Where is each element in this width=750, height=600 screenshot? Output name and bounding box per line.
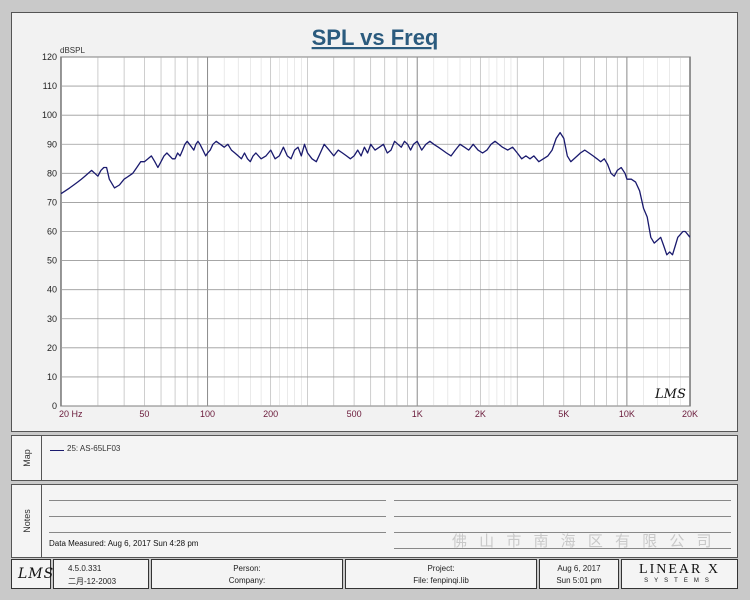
notes-label: Notes xyxy=(21,509,32,533)
y-tick-label: 30 xyxy=(47,314,57,324)
x-tick-label: 20 Hz xyxy=(59,409,83,419)
note-line[interactable] xyxy=(49,532,386,533)
y-tick-label: 100 xyxy=(42,110,57,120)
file-label: File: fenpinqi.lib xyxy=(413,576,469,585)
time-text: Sun 5:01 pm xyxy=(556,576,602,585)
notes-side-label: Notes xyxy=(12,485,42,557)
x-tick-label: 1K xyxy=(412,409,423,419)
footer-date-cell: Aug 6, 2017 Sun 5:01 pm xyxy=(539,559,619,589)
footer-version-cell: 4.5.0.331 二月-12-2003 xyxy=(53,559,149,589)
map-panel: Map 25: AS-65LF03 xyxy=(11,435,738,481)
footer-brand-cell: LINEAR X SYSTEMS xyxy=(621,559,738,589)
x-tick-label: 2K xyxy=(475,409,486,419)
lms-watermark-logo: LMS xyxy=(654,387,686,402)
legend-swatch xyxy=(50,450,64,451)
y-tick-label: 20 xyxy=(47,343,57,353)
y-tick-label: 40 xyxy=(47,285,57,295)
plot-area: 0 10 20 30 40 50 60 70 80 90 100 110 120 20 Hz 50 100 20… xyxy=(42,52,698,419)
y-tick-label: 60 xyxy=(47,227,57,237)
y-tick-label: 90 xyxy=(47,139,57,149)
note-line[interactable] xyxy=(394,500,731,501)
x-tick-label: 20K xyxy=(682,409,698,419)
watermark-text: 佛 山 市 南 海 区 有 限 公 司 xyxy=(452,533,716,550)
company-label: Company: xyxy=(228,576,266,585)
x-tick-label: 50 xyxy=(139,409,149,419)
footer-logo-cell: LMS xyxy=(11,559,55,589)
y-tick-label: 50 xyxy=(47,256,57,266)
series-line xyxy=(60,131,691,256)
footer-bar: LMS 4.5.0.331 二月-12-2003 Person: Company… xyxy=(11,559,738,589)
date-text: Aug 6, 2017 xyxy=(557,564,601,573)
y-tick-label: 10 xyxy=(47,372,57,382)
data-measured-text: Data Measured: Aug 6, 2017 Sun 4:28 pm xyxy=(49,539,199,548)
spl-chart: SPL vs Freq dBSPL 0 10 20 30 40 50 60 70 80 90 100… xyxy=(42,25,698,419)
note-line[interactable] xyxy=(394,548,731,549)
x-tick-label: 200 xyxy=(263,409,278,419)
project-label: Project: xyxy=(427,564,455,573)
y-axis-label: dBSPL xyxy=(60,46,85,55)
y-tick-label: 0 xyxy=(52,401,57,411)
map-side-label: Map xyxy=(12,436,42,480)
note-line[interactable] xyxy=(49,516,386,517)
version-text: 4.5.0.331 xyxy=(68,564,102,573)
linearx-subtitle: SYSTEMS xyxy=(644,578,715,584)
y-tick-label: 70 xyxy=(47,197,57,207)
x-tick-label: 500 xyxy=(347,409,362,419)
lms-logo: LMS xyxy=(18,566,55,582)
note-line[interactable] xyxy=(394,516,731,517)
linearx-logo: LINEAR X xyxy=(639,562,720,577)
map-label: Map xyxy=(21,449,32,467)
chart-panel: SPL vs Freq dBSPL 0 10 20 30 40 50 60 70 80 90 100… xyxy=(11,12,738,432)
legend-entry[interactable]: 25: AS-65LF03 xyxy=(67,444,121,453)
y-tick-label: 120 xyxy=(42,52,57,62)
note-line[interactable] xyxy=(394,532,731,533)
x-tick-label: 5K xyxy=(558,409,569,419)
footer-person-cell: Person: Company: xyxy=(151,559,343,589)
x-tick-label: 10K xyxy=(619,409,635,419)
chart-title: SPL vs Freq xyxy=(312,25,439,50)
notes-panel: Notes Data Measured: Aug 6, 2017 Sun 4:2… xyxy=(11,484,738,558)
build-date-text: 二月-12-2003 xyxy=(68,577,117,586)
person-label: Person: xyxy=(233,564,261,573)
y-tick-label: 110 xyxy=(43,81,57,91)
note-line[interactable] xyxy=(49,500,386,501)
y-tick-label: 80 xyxy=(47,168,57,178)
footer-project-cell: Project: File: fenpinqi.lib xyxy=(345,559,537,589)
x-tick-label: 100 xyxy=(200,409,215,419)
